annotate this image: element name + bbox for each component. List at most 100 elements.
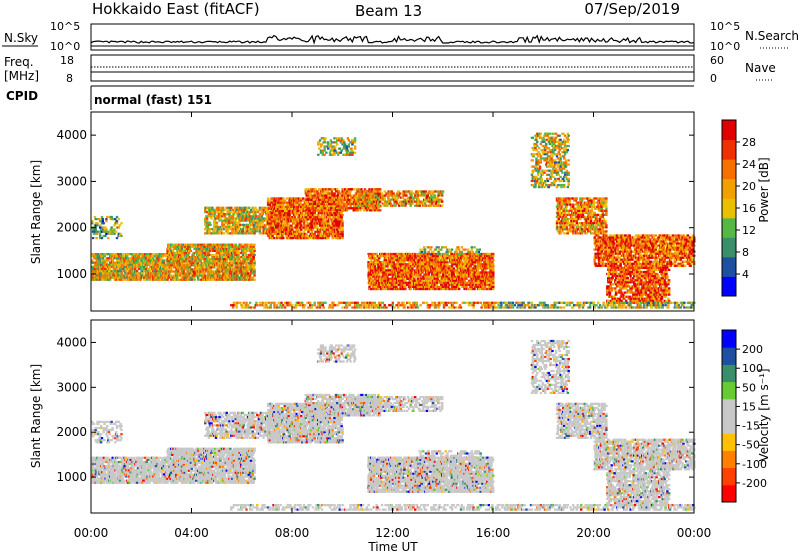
echo-cell (193, 247, 196, 250)
echo-cell (152, 265, 156, 268)
echo-cell (248, 256, 252, 259)
echo-cell (189, 276, 193, 279)
echo-cell (342, 207, 345, 210)
echo-cell (194, 243, 197, 246)
echo-cell (169, 251, 172, 255)
echo-cell (253, 272, 256, 275)
echo-cell (394, 196, 397, 199)
echo-cell (145, 278, 149, 281)
echo-cell (309, 200, 313, 203)
echo-cell (179, 243, 183, 246)
freq-panel-frame (90, 54, 695, 82)
echo-cell (166, 258, 169, 261)
echo-cell (197, 264, 201, 267)
echo-cell (321, 216, 324, 219)
echo-cell (231, 228, 235, 231)
echo-cell (205, 219, 209, 222)
echo-cell (327, 194, 331, 197)
echo-cell (160, 257, 163, 260)
echo-cell (252, 256, 255, 259)
echo-cell (371, 194, 375, 197)
echo-cell (324, 190, 327, 193)
echo-cell (275, 237, 279, 240)
echo-cell (107, 237, 110, 240)
echo-cell (327, 141, 330, 144)
echo-cell (361, 207, 364, 210)
echo-cell (115, 237, 119, 240)
echo-cell (437, 194, 440, 197)
echo-cell (312, 234, 315, 238)
echo-cell (110, 270, 114, 273)
echo-cell (91, 259, 94, 262)
echo-cell (205, 247, 209, 250)
echo-cell (235, 278, 238, 281)
echo-cell (126, 263, 130, 266)
echo-cell (288, 214, 291, 217)
echo-cell (160, 274, 163, 277)
echo-cell (187, 256, 190, 259)
echo-cell (248, 213, 251, 216)
echo-cell (167, 276, 170, 279)
echo-cell (150, 259, 153, 262)
echo-cell (149, 278, 152, 281)
echo-cell (190, 262, 193, 265)
echo-cell (172, 243, 176, 246)
echo-cell (159, 267, 162, 271)
echo-cell (117, 257, 120, 260)
echo-cell (253, 278, 256, 281)
echo-cell (387, 196, 390, 199)
echo-cell (128, 263, 132, 266)
echo-cell (360, 188, 363, 191)
echo-cell (171, 249, 175, 252)
echo-cell (161, 253, 164, 256)
echo-cell (299, 226, 302, 229)
echo-cell (104, 226, 107, 229)
echo-cell (422, 200, 425, 203)
echo-cell (311, 207, 315, 210)
echo-cell (146, 255, 149, 258)
echo-cell (168, 243, 171, 246)
echo-cell (370, 283, 373, 286)
echo-cell (164, 255, 167, 258)
echo-cell (193, 276, 196, 279)
echo-cell (374, 192, 377, 195)
echo-cell (100, 263, 104, 266)
echo-cell (204, 228, 207, 231)
echo-cell (330, 214, 333, 217)
echo-cell (380, 192, 384, 195)
echo-cell (172, 264, 176, 267)
echo-cell (340, 196, 343, 199)
echo-cell (305, 232, 308, 235)
echo-cell (317, 205, 320, 208)
echo-cell (353, 141, 357, 144)
echo-cell (199, 245, 202, 248)
echo-cell (372, 200, 376, 203)
echo-cell (416, 196, 420, 199)
echo-cell (222, 211, 225, 214)
echo-cell (171, 258, 175, 261)
echo-cell (335, 137, 338, 140)
echo-cell (204, 247, 207, 250)
echo-cell (165, 274, 168, 277)
echo-cell (110, 215, 113, 219)
echo-cell (323, 153, 326, 156)
echo-cell (222, 253, 226, 257)
freq-right-tick-bottom: 0 (710, 72, 717, 85)
echo-cell (101, 218, 104, 221)
echo-cell (211, 278, 214, 281)
echo-cell (271, 230, 274, 233)
echo-cell (167, 260, 170, 263)
echo-cell (177, 268, 180, 271)
echo-cell (271, 224, 274, 227)
echo-cell (308, 209, 311, 212)
echo-cell (270, 216, 273, 219)
echo-cell (237, 253, 240, 257)
echo-cell (220, 251, 223, 255)
echo-cell (110, 226, 113, 229)
echo-cell (353, 188, 356, 191)
echo-cell (337, 190, 341, 193)
echo-cell (368, 285, 371, 288)
echo-cell (113, 253, 116, 256)
echo-cell (317, 192, 320, 195)
